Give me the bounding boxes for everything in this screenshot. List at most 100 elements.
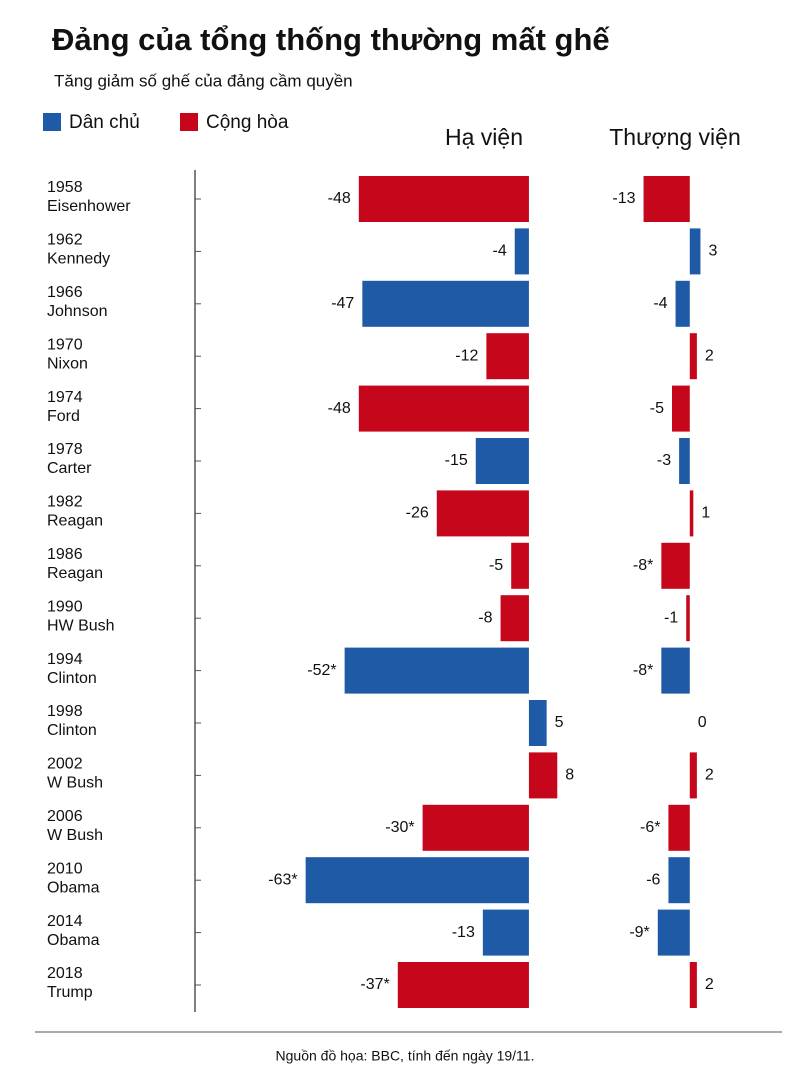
value-label: 1 — [701, 505, 710, 522]
bar — [668, 857, 690, 904]
value-label: -12 — [455, 347, 478, 364]
category-label: 1990 — [47, 598, 83, 615]
value-label: -8* — [633, 662, 653, 679]
category-label: 1966 — [47, 284, 83, 301]
value-label: -6 — [646, 871, 660, 888]
value-label: -8* — [633, 557, 653, 574]
value-label: 2 — [705, 976, 714, 993]
value-label: -48 — [328, 190, 351, 207]
bar — [657, 909, 690, 956]
panel-title: Thượng viện — [609, 124, 741, 150]
bar — [689, 333, 697, 380]
value-label: 0 — [698, 714, 707, 731]
value-label: 5 — [555, 714, 564, 731]
bar — [643, 176, 690, 222]
legend-swatch — [43, 113, 61, 131]
bar — [661, 647, 690, 694]
category-label: 1978 — [47, 441, 83, 458]
value-label: -63* — [268, 871, 297, 888]
category-label: 2002 — [47, 756, 83, 773]
president-label: Johnson — [47, 303, 108, 320]
bar — [679, 438, 690, 484]
bar — [686, 595, 690, 642]
bar — [436, 490, 529, 537]
bar — [672, 385, 690, 432]
panel-title: Hạ viện — [445, 124, 523, 150]
value-label: -47 — [331, 295, 354, 312]
bar — [528, 700, 547, 746]
category-label: 2006 — [47, 808, 83, 825]
value-label: 8 — [565, 767, 574, 784]
value-label: -6* — [640, 819, 660, 836]
bar — [500, 595, 529, 642]
bar — [358, 385, 529, 432]
president-label: Clinton — [47, 670, 97, 687]
category-label: 1970 — [47, 336, 83, 353]
value-label: 2 — [705, 347, 714, 364]
value-label: -4 — [653, 295, 667, 312]
category-label: 1974 — [47, 389, 83, 406]
bar — [689, 490, 694, 537]
value-label: -8 — [478, 609, 492, 626]
bar — [514, 228, 529, 275]
president-label: Kennedy — [47, 251, 110, 268]
category-label: 2014 — [47, 913, 83, 930]
president-label: W Bush — [47, 827, 103, 844]
bar — [305, 857, 529, 904]
value-label: 2 — [705, 767, 714, 784]
bar — [528, 752, 558, 799]
president-label: W Bush — [47, 775, 103, 792]
president-label: Reagan — [47, 565, 103, 582]
legend-label: Dân chủ — [69, 112, 140, 133]
bar — [362, 280, 529, 327]
bar — [668, 804, 690, 851]
bar — [344, 647, 529, 694]
value-label: 3 — [708, 243, 717, 260]
value-label: -26 — [406, 505, 429, 522]
bar — [661, 542, 690, 589]
value-label: -52* — [307, 662, 336, 679]
chart-subtitle: Tăng giảm số ghế của đảng cầm quyền — [54, 71, 353, 90]
category-label: 1994 — [47, 651, 83, 668]
legend-label: Cộng hòa — [206, 112, 289, 133]
value-label: -9* — [629, 924, 649, 941]
value-label: -4 — [493, 243, 507, 260]
legend-swatch — [180, 113, 198, 131]
category-label: 2010 — [47, 860, 83, 877]
value-label: -5 — [489, 557, 503, 574]
value-label: -5 — [650, 400, 664, 417]
bar — [358, 176, 529, 222]
value-label: -37* — [360, 976, 389, 993]
bar — [675, 280, 690, 327]
bar — [475, 438, 529, 484]
value-label: -30* — [385, 819, 414, 836]
bar — [511, 542, 529, 589]
bar — [689, 228, 701, 275]
bar — [486, 333, 529, 380]
chart-title: Đảng của tổng thống thường mất ghế — [52, 22, 610, 57]
president-label: Obama — [47, 932, 100, 949]
value-label: -13 — [452, 924, 475, 941]
bar — [397, 962, 529, 1008]
president-label: Clinton — [47, 722, 97, 739]
category-label: 1998 — [47, 703, 83, 720]
president-label: Obama — [47, 879, 100, 896]
president-label: Reagan — [47, 513, 103, 530]
value-label: -3 — [657, 452, 671, 469]
president-label: Carter — [47, 460, 92, 477]
value-label: -15 — [445, 452, 468, 469]
president-label: Eisenhower — [47, 198, 131, 215]
source-note: Nguồn đồ họa: BBC, tính đến ngày 19/11. — [276, 1048, 535, 1064]
bar — [422, 804, 529, 851]
value-label: -1 — [664, 609, 678, 626]
category-label: 1986 — [47, 546, 83, 563]
president-label: HW Bush — [47, 617, 115, 634]
bar — [689, 752, 697, 799]
bar — [689, 962, 697, 1008]
category-label: 1962 — [47, 232, 83, 249]
value-label: -13 — [612, 190, 635, 207]
category-label: 2018 — [47, 965, 83, 982]
value-label: -48 — [328, 400, 351, 417]
category-label: 1982 — [47, 494, 83, 511]
